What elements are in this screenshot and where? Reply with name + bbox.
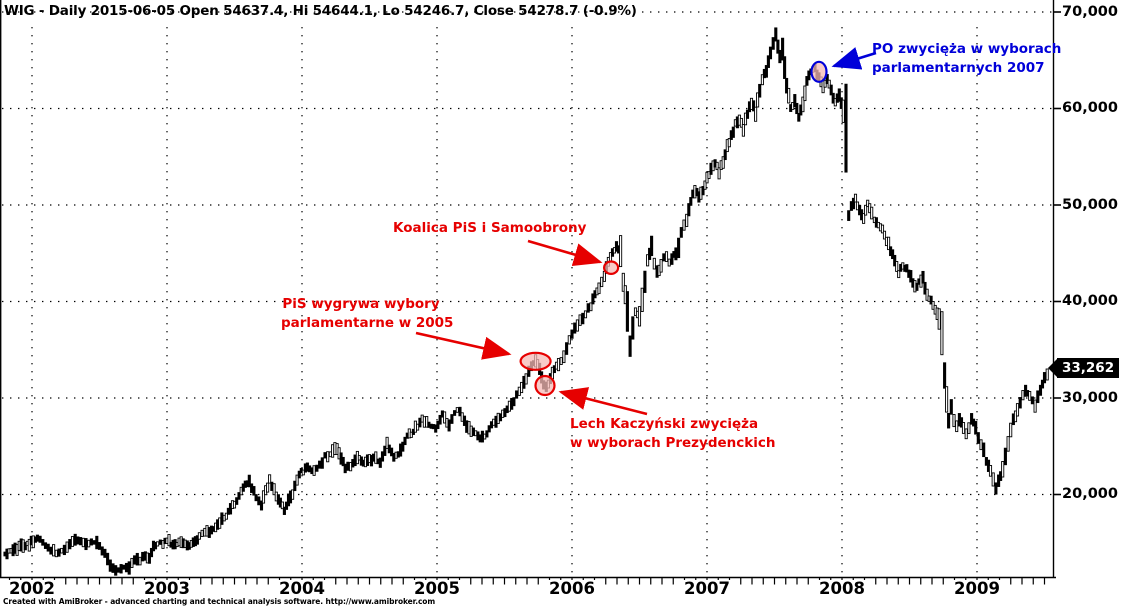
event-marker-pis xyxy=(519,351,552,371)
annotation-koalica-pis-samoobrony: Koalica PiS i Samoobrony xyxy=(393,219,587,238)
event-marker-po xyxy=(810,60,828,83)
x-axis-label: 2008 xyxy=(815,580,869,597)
chart-frame-axes xyxy=(0,0,1061,585)
y-axis-label: 30,000 xyxy=(1062,389,1118,406)
annotation-arrow-po xyxy=(831,47,877,70)
x-axis-label: 2009 xyxy=(950,580,1004,597)
annotation-pis-line1: PiS wygrywa wybory xyxy=(282,296,440,312)
annotation-po-line2: parlamentarnych 2007 xyxy=(872,60,1045,76)
chart-title-bar: WIG - Daily 2015-06-05 Open 54637.4, Hi … xyxy=(4,3,637,19)
annotation-koalica-line1: Koalica PiS i Samoobrony xyxy=(393,220,587,236)
y-axis-label: 50,000 xyxy=(1062,196,1118,213)
y-axis-label: 70,000 xyxy=(1062,3,1118,20)
annotation-lech-kaczynski: Lech Kaczyński zwycięża w wyborach Prezy… xyxy=(570,415,776,453)
event-marker-lech xyxy=(534,374,556,397)
annotation-arrow-pis xyxy=(415,331,512,360)
x-axis-label: 2004 xyxy=(275,580,329,597)
annotation-po-line1: PO zwycięża w wyborach xyxy=(872,41,1062,57)
annotation-arrow-lech xyxy=(558,387,648,416)
annotation-arrow-koalica xyxy=(527,239,603,266)
x-axis-label: 2002 xyxy=(5,580,59,597)
y-axis-label: 40,000 xyxy=(1062,293,1118,309)
x-axis-label: 2005 xyxy=(410,580,464,597)
annotation-lech-line1: Lech Kaczyński zwycięża xyxy=(570,416,759,432)
last-price-tag: 33,262 xyxy=(1047,358,1120,378)
x-axis-label: 2003 xyxy=(140,580,194,597)
x-axis-label: 2007 xyxy=(680,580,734,597)
annotation-arrows xyxy=(415,47,877,416)
y-axis-label: 60,000 xyxy=(1062,100,1118,116)
annotation-po-zwycieza: PO zwycięża w wyborach parlamentarnych 2… xyxy=(872,40,1062,78)
event-marker-koalica xyxy=(602,260,620,275)
gridlines xyxy=(2,11,1053,577)
annotation-lech-line2: w wyborach Prezydenckich xyxy=(570,435,776,451)
amibroker-credit-footer: Created with AmiBroker - advanced charti… xyxy=(3,597,436,606)
y-axis-label: 20,000 xyxy=(1062,486,1118,502)
x-axis-label: 2006 xyxy=(545,580,599,597)
annotation-pis-line2: parlamentarne w 2005 xyxy=(281,315,454,331)
price-series-wig xyxy=(3,27,1049,576)
event-markers xyxy=(519,60,828,397)
annotation-pis-wygrywa: PiS wygrywa wybory parlamentarne w 2005 xyxy=(281,295,454,333)
